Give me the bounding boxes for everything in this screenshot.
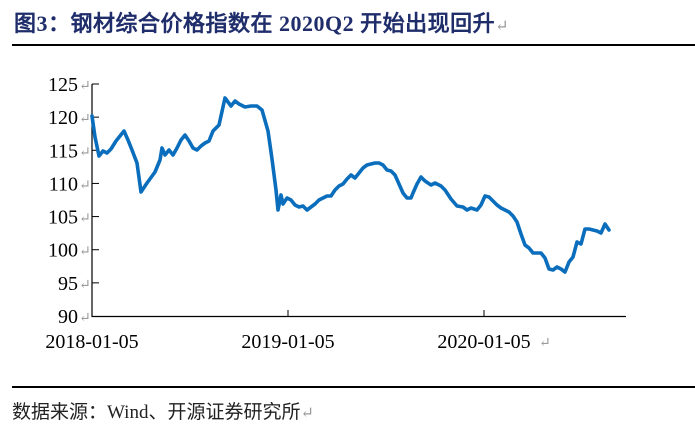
return-mark-icon: ↵ [79,145,91,160]
return-mark-icon: ↵ [495,18,510,35]
data-source-note: 数据来源：Wind、开源证券研究所↵ [12,397,314,424]
y-tick-label: 105 [48,207,78,229]
return-mark-icon: ↵ [79,212,91,227]
x-tick-label: 2020-01-05 [437,331,530,353]
return-mark-icon: ↵ [79,245,91,260]
return-mark-icon: ↵ [300,405,314,422]
y-tick-label: 115 [49,140,78,162]
y-tick-label: 120 [48,107,78,129]
return-mark-icon: ↵ [79,178,91,193]
y-tick-label: 110 [49,173,78,195]
y-tick-label: 125 [48,74,78,96]
title-divider [12,44,695,46]
return-mark-icon: ↵ [79,311,91,326]
x-tick-label: 2018-01-05 [45,331,138,353]
price-index-line [90,96,611,274]
y-axis-labels: 90 ↵95 ↵100 ↵105 ↵110 ↵115 ↵120 ↵125 ↵ [48,74,91,328]
return-mark-icon: ↵ [79,278,91,293]
return-mark-icon: ↵ [539,336,551,351]
chart-title-text: 图3：钢材综合价格指数在 2020Q2 开始出现回升 [14,11,496,36]
y-tick-label: 95 [58,273,78,295]
x-axis-labels: 2018-01-05 2019-01-05 2020-01-05 ↵ [45,331,550,353]
chart-title: 图3：钢材综合价格指数在 2020Q2 开始出现回升↵ [14,6,509,38]
x-tick-label: 2019-01-05 [241,331,334,353]
return-mark-icon: ↵ [79,112,91,127]
source-text: 数据来源：Wind、开源证券研究所 [12,402,301,423]
y-tick-label: 100 [48,240,78,262]
y-tick-label: 90 [58,306,78,328]
return-mark-icon: ↵ [79,79,91,94]
source-divider [12,386,695,388]
axes [91,83,626,318]
